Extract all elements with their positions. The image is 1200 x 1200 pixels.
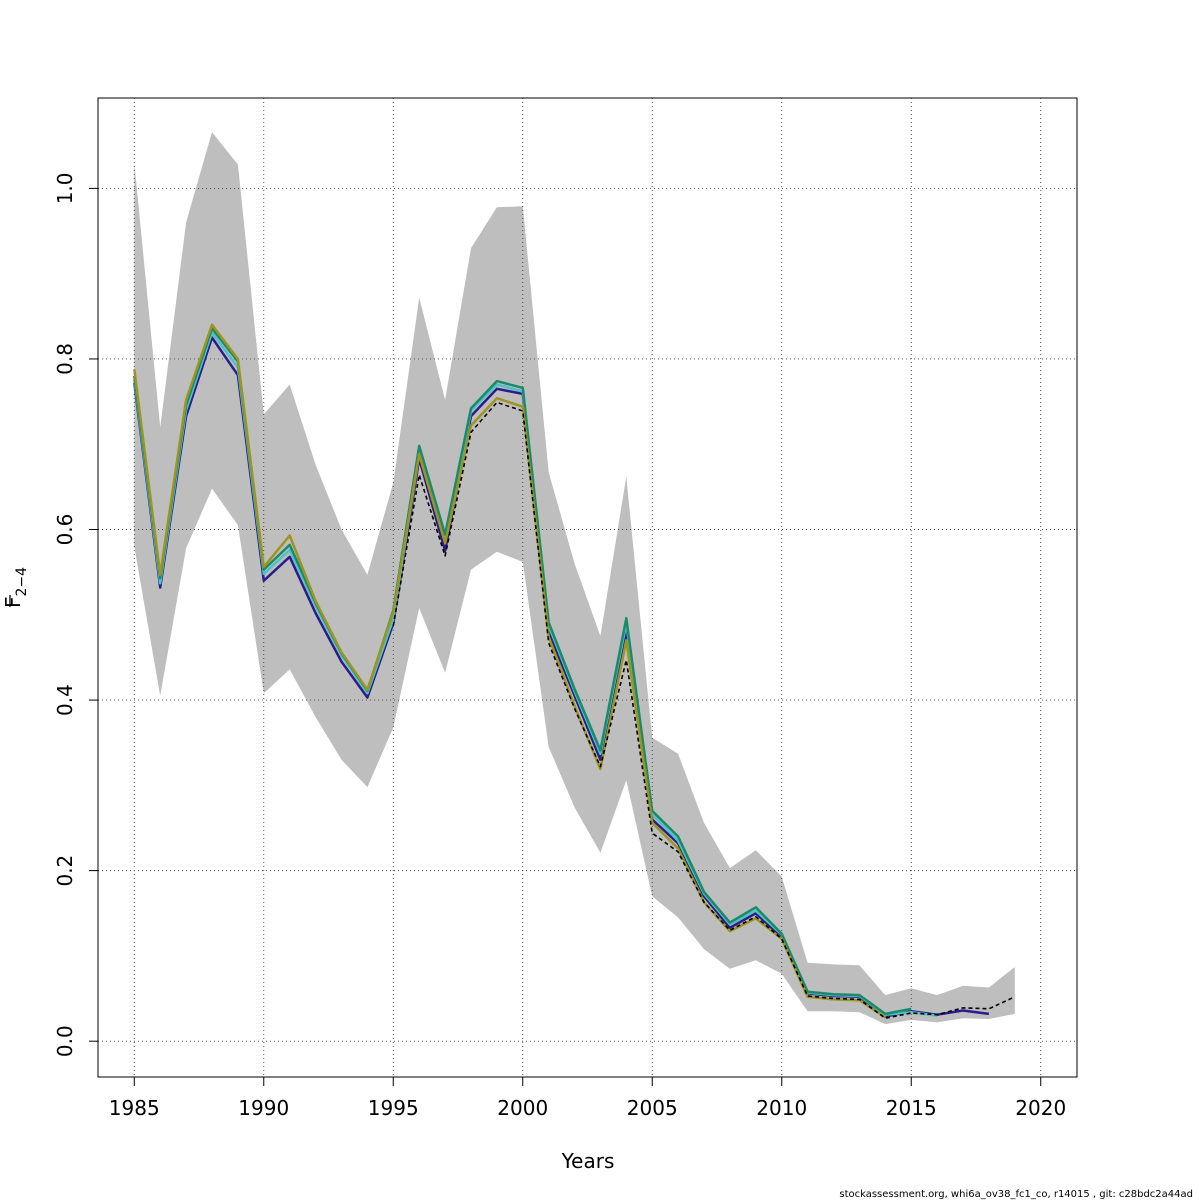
y-tick-label: 0.0 — [53, 1025, 77, 1057]
x-axis: 1985 1990 1995 2000 2005 2010 2015 2020 — [109, 1076, 1066, 1120]
x-tick-label: 2005 — [627, 1096, 678, 1120]
series-line-4 — [133, 323, 886, 1019]
x-tick-label: 2010 — [756, 1096, 807, 1120]
y-tick-label: 1.0 — [53, 172, 77, 204]
y-axis: 0.0 0.2 0.4 0.6 0.8 1.0 — [53, 172, 99, 1057]
y-axis-title-text: F2−4 — [1, 567, 30, 608]
y-axis-title: F2−4 — [1, 567, 30, 608]
x-tick-label: 2020 — [1015, 1096, 1066, 1120]
y-tick-label: 0.4 — [53, 684, 77, 716]
confidence-band — [134, 132, 1015, 1025]
y-axis-title-subscript: 2−4 — [14, 567, 30, 597]
y-tick-label: 0.6 — [53, 514, 77, 546]
y-tick-label: 0.2 — [53, 855, 77, 887]
x-tick-label: 1990 — [238, 1096, 289, 1120]
y-axis-title-main: F — [1, 596, 25, 608]
footer-text: stockassessment.org, whi6a_ov38_fc1_co, … — [839, 1189, 1193, 1200]
x-axis-title: Years — [561, 1149, 615, 1173]
x-tick-label: 2000 — [497, 1096, 548, 1120]
y-tick-label: 0.8 — [53, 343, 77, 375]
series-lines — [133, 323, 1016, 1019]
series-line-3 — [133, 327, 912, 1016]
x-tick-label: 1985 — [109, 1096, 160, 1120]
x-tick-label: 1995 — [368, 1096, 419, 1120]
x-tick-label: 2015 — [886, 1096, 937, 1120]
series-line-5 — [392, 401, 1016, 1019]
